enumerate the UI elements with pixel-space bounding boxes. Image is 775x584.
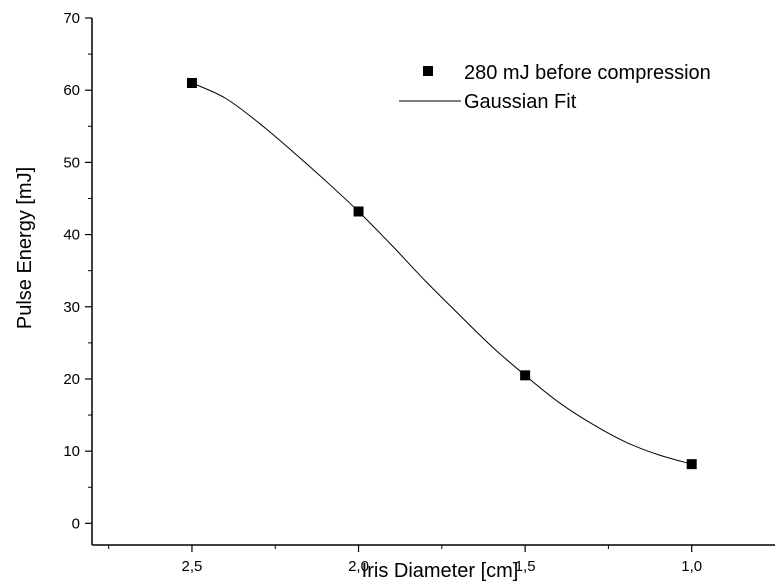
y-tick-label: 20 xyxy=(63,371,80,388)
data-point xyxy=(186,77,197,88)
series-line-gaussian-fit xyxy=(191,82,692,465)
y-tick-label: 10 xyxy=(63,443,80,460)
axes xyxy=(91,18,775,546)
y-tick-label: 60 xyxy=(63,82,80,99)
y-tick-label: 30 xyxy=(63,299,80,316)
data-point xyxy=(686,459,697,470)
y-axis-ticks: 0 10 20 30 40 50 60 70 xyxy=(63,10,92,532)
x-tick-label: 1,5 xyxy=(515,558,536,575)
plot-area xyxy=(186,77,697,470)
legend: 280 mJ before compression Gaussian Fit xyxy=(399,62,711,113)
x-axis-ticks: 2,5 2,0 1,5 1,0 xyxy=(108,545,702,575)
x-tick-label: 2,0 xyxy=(348,558,369,575)
y-axis-title: Pulse Energy [mJ] xyxy=(14,167,36,329)
y-tick-label: 40 xyxy=(63,227,80,244)
y-tick-label: 50 xyxy=(63,154,80,171)
x-axis-title: Iris Diameter [cm] xyxy=(362,560,519,582)
legend-label-scatter: 280 mJ before compression xyxy=(464,62,711,84)
x-tick-label: 2,5 xyxy=(182,558,203,575)
data-point xyxy=(353,206,364,217)
legend-marker-scatter xyxy=(423,66,433,76)
data-point xyxy=(520,370,531,381)
y-tick-label: 0 xyxy=(72,515,80,532)
x-tick-label: 1,0 xyxy=(681,558,702,575)
legend-label-fit: Gaussian Fit xyxy=(464,91,577,113)
y-tick-label: 70 xyxy=(63,10,80,27)
